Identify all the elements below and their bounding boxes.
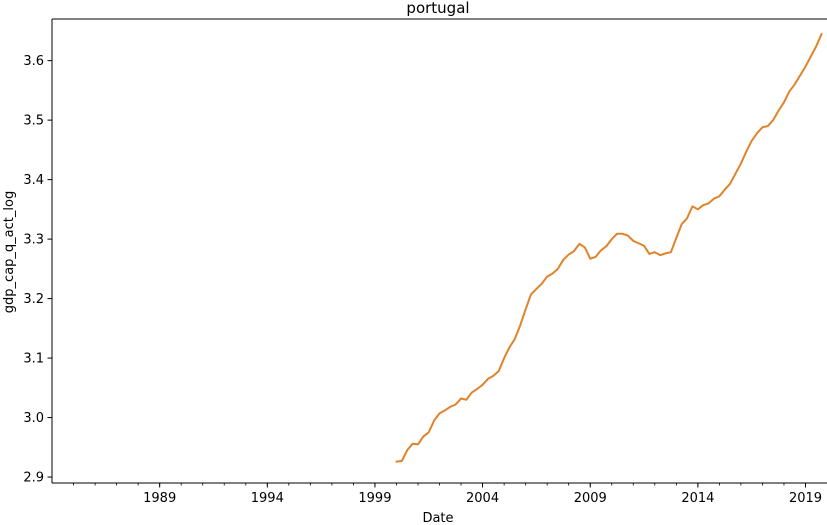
x-tick-label: 2009 [574, 491, 607, 506]
y-tick-label: 2.9 [23, 471, 44, 486]
y-tick-label: 3.6 [23, 54, 44, 69]
chart-title: portugal [406, 0, 469, 17]
x-tick-label: 2004 [466, 491, 499, 506]
y-tick-label: 3.0 [23, 411, 44, 426]
series-line [395, 32, 823, 463]
x-tick-label: 1989 [143, 491, 176, 506]
y-tick-label: 3.5 [23, 114, 44, 129]
y-tick-label: 3.2 [23, 292, 44, 307]
x-tick-label: 1999 [358, 491, 391, 506]
x-tick-label: 1994 [251, 491, 284, 506]
plot-area: 1989 1994 1999 2004 2009 2014 2019 2.9 3.0 3.1 3.2… [23, 18, 827, 506]
y-axis-title: gdp_cap_q_act_log [2, 191, 17, 313]
x-tick-label: 2014 [681, 491, 714, 506]
y-tick-label: 3.3 [23, 233, 44, 248]
x-tick-label: 2019 [789, 491, 822, 506]
y-tick-label: 3.1 [23, 352, 44, 367]
y-tick-label: 3.4 [23, 173, 44, 188]
x-axis-title: Date [422, 511, 453, 525]
